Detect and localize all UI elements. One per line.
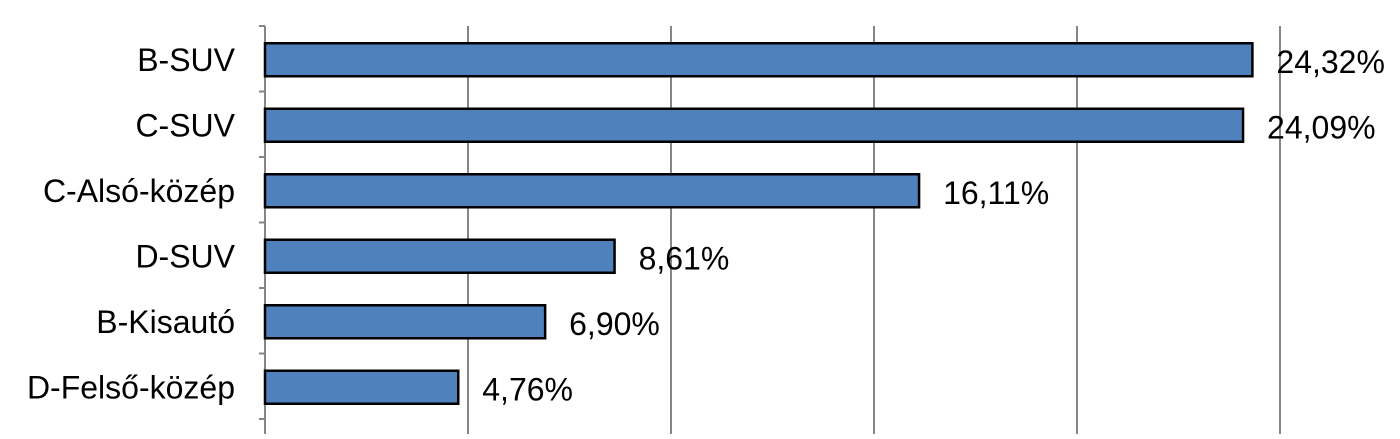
category-label: D-SUV [135, 238, 235, 274]
gridlines [467, 26, 1281, 434]
category-label: D-Felső-közép [27, 369, 235, 405]
category-labels: B-SUV C-SUV C-Alsó-közép D-SUV B-Kisautó D-Fe… [27, 42, 236, 406]
category-label: C-SUV [135, 107, 235, 143]
data-label: 4,76% [482, 371, 573, 407]
bar [263, 173, 921, 209]
bar [263, 42, 1254, 78]
bar [263, 238, 616, 274]
data-label: 8,61% [639, 240, 730, 276]
category-label: B-Kisautó [96, 304, 235, 340]
data-label: 24,09% [1267, 109, 1376, 145]
data-label: 6,90% [569, 306, 660, 342]
data-label: 24,32% [1276, 44, 1385, 80]
category-axis [259, 25, 266, 434]
bars [263, 42, 1254, 405]
bar [263, 304, 547, 340]
category-label: B-SUV [137, 42, 235, 78]
data-labels: 24,32% 24,09% 16,11% 8,61% 6,90% 4,76% [482, 44, 1385, 408]
bar [263, 107, 1245, 143]
data-label: 16,11% [943, 175, 1049, 211]
category-label: C-Alsó-közép [43, 173, 235, 209]
bar [263, 369, 460, 405]
